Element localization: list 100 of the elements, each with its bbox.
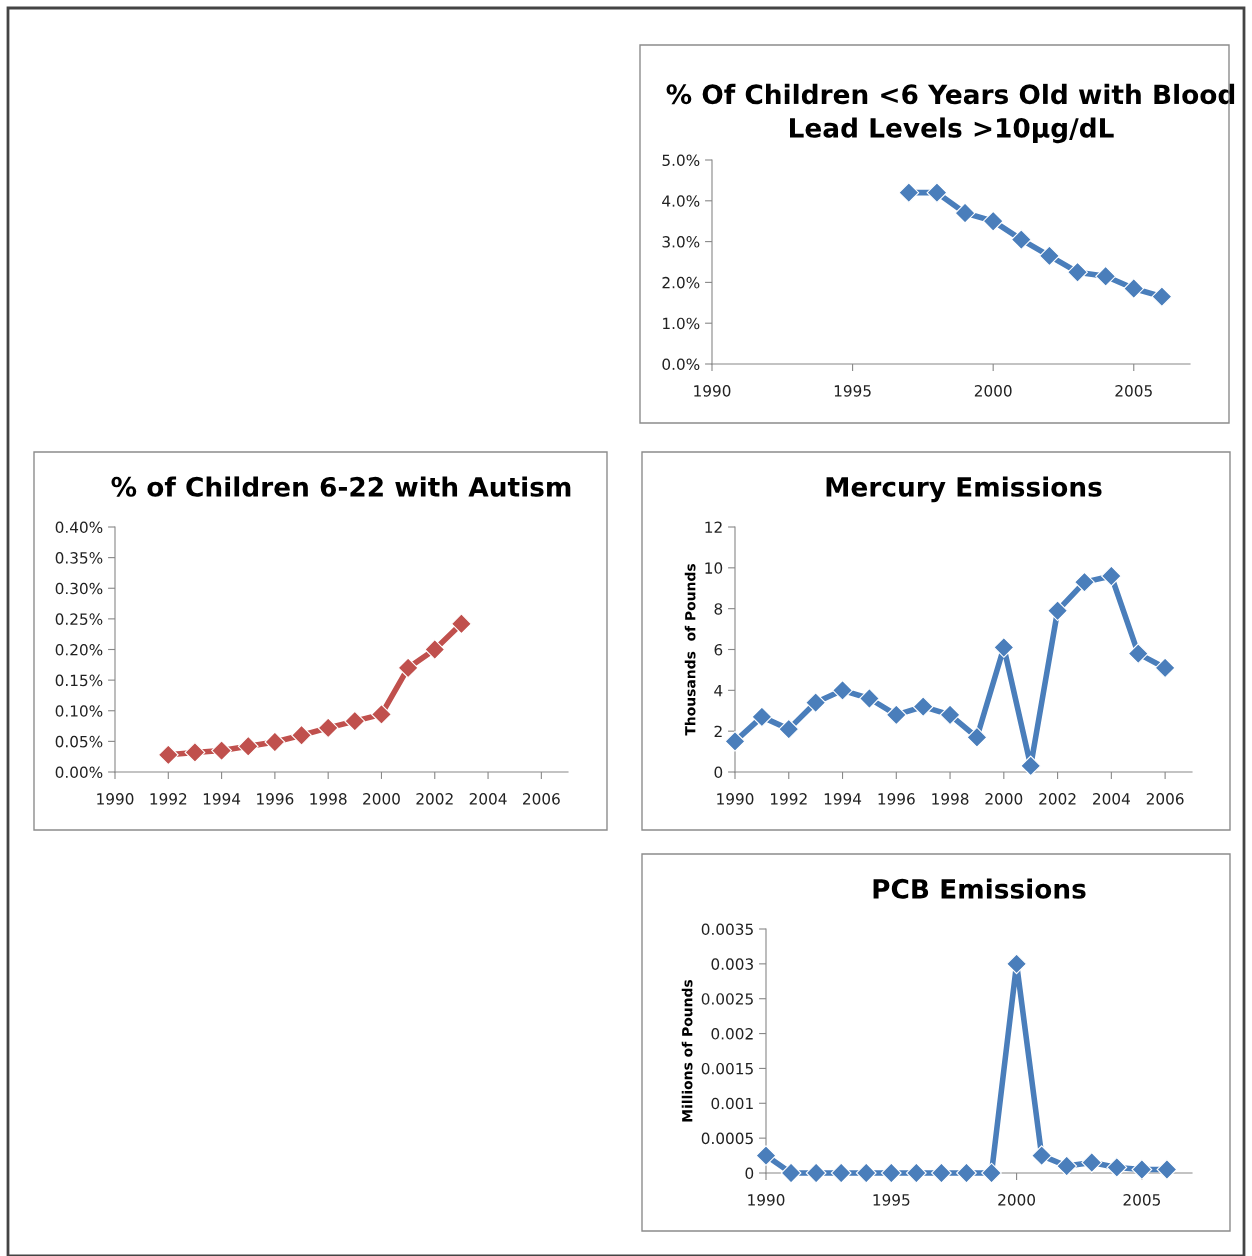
y-tick-label: 6: [714, 643, 723, 656]
x-tick-label: 2005: [1115, 385, 1152, 397]
x-tick-label: 1996: [257, 793, 294, 805]
x-tick-label: 2002: [1039, 793, 1076, 805]
y-tick-label: 0.0025: [701, 993, 753, 1005]
y-tick-label: 4: [714, 685, 723, 697]
point: [1047, 600, 1068, 622]
y-tick-label: 0.0%: [662, 358, 700, 371]
point: [157, 744, 179, 766]
chart-title: Mercury Emissions: [826, 476, 1102, 503]
point: [1106, 1157, 1128, 1178]
y-tick-label: 1.0%: [663, 317, 700, 330]
y-axis-title: Thousands of Pounds: [684, 563, 696, 736]
point: [966, 726, 988, 748]
point: [184, 742, 206, 763]
y-tick-label: 0.00%: [55, 766, 103, 779]
y-tick-label: 0.20%: [55, 643, 103, 656]
point: [855, 1162, 877, 1184]
y-tick-label: 0.001: [711, 1097, 753, 1110]
point: [830, 1162, 852, 1184]
x-tick-label: 2000: [998, 1194, 1036, 1206]
point: [898, 182, 920, 204]
x-tick-label: 1995: [873, 1194, 910, 1206]
point: [1100, 565, 1122, 587]
x-tick-label: 1990: [694, 385, 731, 397]
y-axis-title: Millions of Pounds: [681, 979, 693, 1122]
point: [424, 639, 446, 660]
point: [1156, 1159, 1178, 1180]
point: [724, 730, 746, 752]
point: [1006, 953, 1027, 975]
point: [956, 1162, 977, 1184]
point: [751, 706, 773, 728]
point: [291, 724, 312, 746]
y-tick-label: 0.25%: [55, 613, 103, 625]
chart-title: PCB Emissions: [873, 878, 1086, 899]
point: [451, 613, 472, 635]
point: [1123, 278, 1145, 299]
point: [211, 740, 232, 761]
point: [1031, 1145, 1053, 1166]
point: [780, 1162, 802, 1184]
point: [1020, 755, 1042, 777]
y-tick-label: 0.0015: [701, 1062, 753, 1075]
point: [344, 710, 366, 732]
y-tick-label: 4.0%: [662, 195, 700, 207]
point: [905, 1162, 927, 1184]
y-tick-label: 0.10%: [55, 705, 103, 717]
x-tick-label: 2002: [416, 793, 453, 805]
point: [880, 1162, 902, 1184]
point: [805, 1162, 827, 1184]
point: [1010, 229, 1032, 250]
x-tick-label: 2004: [469, 793, 507, 805]
point: [1154, 657, 1176, 679]
x-tick-label: 2006: [1146, 793, 1184, 805]
y-tick-label: 5.0%: [662, 154, 700, 167]
point: [981, 1162, 1002, 1184]
point: [1056, 1155, 1078, 1177]
y-tick-label: 0: [714, 766, 723, 779]
point: [1039, 245, 1060, 267]
point: [778, 718, 800, 740]
x-tick-label: 1996: [878, 793, 915, 805]
point: [1074, 571, 1095, 593]
x-tick-label: 2000: [985, 793, 1023, 805]
y-tick-label: 0.15%: [55, 674, 103, 687]
x-tick-label: 1995: [834, 385, 871, 397]
x-tick-label: 1990: [717, 793, 754, 805]
point: [755, 1145, 777, 1166]
x-tick-label: 2005: [1123, 1194, 1160, 1206]
y-tick-label: 0.0005: [701, 1132, 753, 1145]
x-tick-label: 1992: [771, 793, 807, 805]
x-tick-label: 1998: [932, 793, 969, 805]
x-tick-label: 1992: [150, 793, 187, 805]
x-tick-label: 2000: [363, 793, 400, 805]
x-tick-label: 2004: [1093, 793, 1130, 805]
point: [993, 637, 1015, 658]
point: [1081, 1152, 1103, 1173]
y-tick-label: 0.35%: [55, 552, 103, 564]
y-tick-label: 0.40%: [55, 521, 103, 534]
x-tick-label: 1998: [310, 793, 347, 805]
point: [954, 202, 976, 224]
point: [912, 696, 934, 718]
point: [264, 731, 286, 753]
y-tick-label: 0.0035: [701, 923, 753, 936]
point: [939, 704, 961, 726]
point: [1151, 286, 1173, 308]
point: [805, 692, 827, 713]
x-tick-label: 1990: [97, 793, 134, 805]
y-tick-label: 0.003: [711, 958, 753, 970]
y-tick-label: 0.05%: [55, 735, 103, 748]
y-tick-label: 3.0%: [662, 236, 700, 248]
chart-title: % Of Children <6 Years Old with Blood Lead Levels >10µg/dL: [666, 83, 1235, 144]
point: [885, 704, 907, 726]
x-tick-label: 1994: [203, 793, 241, 805]
point: [317, 717, 339, 739]
y-tick-label: 2: [714, 725, 722, 737]
y-tick-label: 8: [714, 603, 723, 615]
point: [931, 1162, 952, 1184]
point: [1131, 1159, 1153, 1180]
y-tick-label: 0.002: [711, 1028, 753, 1040]
y-tick-label: 2.0%: [662, 276, 700, 289]
point: [832, 679, 853, 701]
